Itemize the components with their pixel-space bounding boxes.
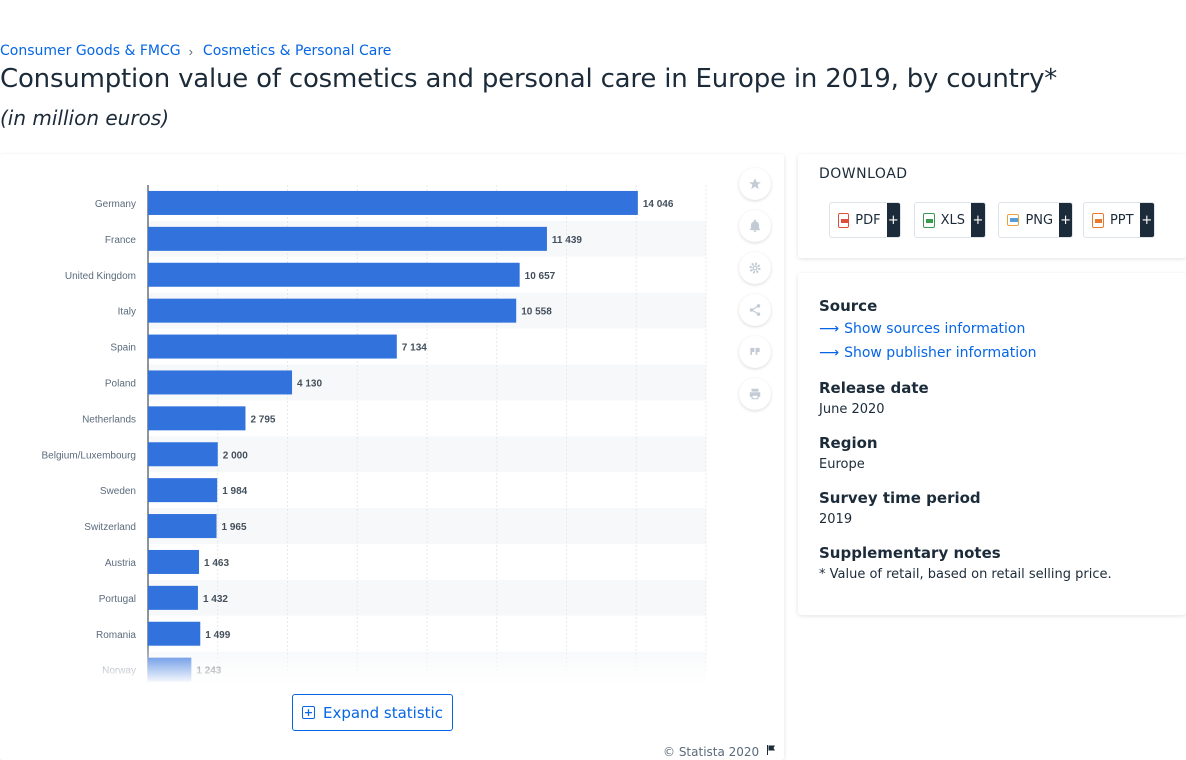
category-label: Switzerland (84, 522, 136, 533)
data-label: 10 558 (521, 307, 552, 318)
data-label: 10 657 (525, 271, 556, 282)
data-label: 11 439 (552, 235, 582, 246)
bar-netherlands[interactable] (148, 406, 246, 431)
survey-period-value: 2019 (819, 512, 853, 527)
data-label: 14 046 (643, 199, 674, 210)
page-title: Consumption value of cosmetics and perso… (0, 64, 1058, 94)
bar-spain[interactable] (148, 334, 397, 359)
chart-card: Germany 14 046 France 11 439 United Kingdom 1… (0, 154, 784, 760)
data-label: 7 134 (402, 343, 427, 354)
data-label: 1 984 (222, 486, 247, 497)
supplementary-notes-value: * Value of retail, based on retail selli… (819, 567, 1112, 582)
png-file-icon (1007, 214, 1020, 226)
chart-tools (739, 168, 771, 410)
bar-france[interactable] (148, 226, 547, 251)
region-heading: Region (819, 434, 878, 452)
data-label: 1 432 (203, 594, 228, 605)
bar-belgium-luxembourg[interactable] (148, 442, 218, 467)
bar-portugal[interactable] (148, 585, 198, 610)
release-date-heading: Release date (819, 379, 929, 397)
bar-united-kingdom[interactable] (148, 262, 520, 287)
category-label: Austria (105, 558, 137, 569)
bar-romania[interactable] (148, 621, 201, 646)
bar-poland[interactable] (148, 370, 293, 395)
download-png-plus: + (1059, 203, 1072, 237)
download-pdf-label: PDF (855, 212, 881, 228)
copyright: © Statista 2020 (663, 744, 777, 759)
expand-statistic-label: Expand statistic (323, 703, 443, 722)
bar-italy[interactable] (148, 298, 517, 323)
region-value: Europe (819, 457, 865, 472)
download-title: DOWNLOAD (819, 166, 908, 182)
category-label: Portugal (99, 594, 136, 605)
bar-switzerland[interactable] (148, 514, 217, 539)
copyright-text: © Statista 2020 (663, 744, 760, 759)
bar-austria[interactable] (148, 549, 200, 574)
download-png-label: PNG (1025, 212, 1054, 228)
download-xls-label: XLS (940, 212, 966, 228)
quote-icon[interactable] (739, 336, 771, 368)
data-label: 1 499 (205, 630, 230, 641)
show-sources-link[interactable]: ⟶ Show sources information (819, 321, 1025, 337)
chart-fade-overlay (0, 644, 730, 684)
bar-germany[interactable] (148, 190, 638, 215)
category-label: Belgium/Luxembourg (42, 450, 137, 461)
download-xls-plus: + (971, 203, 985, 237)
category-label: Italy (118, 307, 136, 318)
xls-file-icon (923, 212, 935, 228)
expand-statistic-button[interactable]: + Expand statistic (292, 694, 453, 731)
plus-square-icon: + (302, 706, 316, 719)
category-label: France (105, 235, 137, 246)
download-ppt-plus: + (1139, 203, 1154, 237)
statistic-info-panel: Source ⟶ Show sources information ⟶ Show… (798, 273, 1186, 615)
data-label: 4 130 (297, 378, 322, 389)
data-label: 2 795 (250, 414, 275, 425)
breadcrumb: Consumer Goods & FMCG › Cosmetics & Pers… (0, 43, 391, 59)
category-label: Germany (95, 199, 136, 210)
breadcrumb-item-cosmetics[interactable]: Cosmetics & Personal Care (202, 43, 392, 59)
category-label: Netherlands (82, 414, 136, 425)
supplementary-notes-heading: Supplementary notes (819, 544, 1001, 562)
show-publisher-label: Show publisher information (844, 345, 1037, 361)
release-date-value: June 2020 (819, 402, 885, 417)
bar-chart: Germany 14 046 France 11 439 United Kingdom 1… (42, 185, 707, 684)
breadcrumb-separator: › (188, 43, 193, 59)
arrow-right-icon: ⟶ (819, 321, 840, 337)
breadcrumb-item-consumer-goods[interactable]: Consumer Goods & FMCG (0, 43, 181, 59)
source-heading: Source (819, 297, 878, 315)
show-publisher-link[interactable]: ⟶ Show publisher information (819, 345, 1037, 361)
download-panel: DOWNLOAD PDF + XLS + PNG + PPT + (798, 154, 1186, 258)
category-label: Spain (110, 343, 136, 354)
gear-icon[interactable] (739, 252, 771, 284)
bar-sweden[interactable] (148, 478, 218, 503)
print-icon[interactable] (739, 378, 771, 410)
arrow-right-icon: ⟶ (819, 345, 840, 361)
data-label: 1 965 (222, 522, 247, 533)
category-label: Sweden (100, 486, 136, 497)
data-label: 1 463 (204, 558, 229, 569)
download-pdf-button[interactable]: PDF + (829, 202, 901, 238)
bell-icon[interactable] (739, 210, 771, 242)
ppt-file-icon (1092, 212, 1104, 228)
download-ppt-label: PPT (1109, 212, 1134, 228)
download-pdf-plus: + (886, 203, 900, 237)
download-xls-button[interactable]: XLS + (914, 202, 986, 238)
data-label: 2 000 (223, 450, 248, 461)
download-ppt-button[interactable]: PPT + (1083, 202, 1155, 238)
flag-icon[interactable] (765, 744, 777, 759)
survey-period-heading: Survey time period (819, 489, 981, 507)
category-label: Romania (96, 630, 136, 641)
show-sources-label: Show sources information (844, 321, 1026, 337)
category-label: United Kingdom (65, 271, 136, 282)
share-icon[interactable] (739, 294, 771, 326)
page-subtitle: (in million euros) (0, 106, 170, 130)
star-icon[interactable] (739, 168, 771, 200)
download-png-button[interactable]: PNG + (998, 202, 1073, 238)
category-label: Poland (105, 378, 136, 389)
pdf-file-icon (838, 212, 850, 228)
